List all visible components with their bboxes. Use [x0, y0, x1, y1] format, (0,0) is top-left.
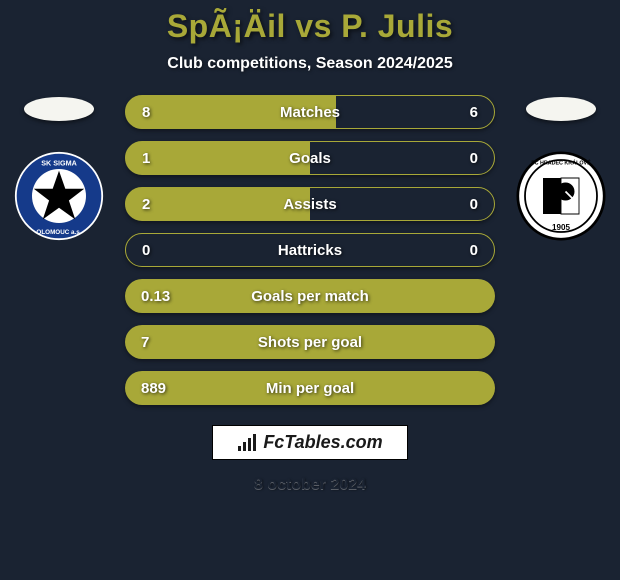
- stat-label: Shots per goal: [125, 334, 495, 351]
- stat-label: Assists: [126, 196, 494, 213]
- page-title: SpÃ¡Äil vs P. Julis: [167, 8, 453, 45]
- stat-row-hattricks: 0 Hattricks 0: [125, 233, 495, 267]
- svg-text:FC HRADEC KRÁLOVÉ: FC HRADEC KRÁLOVÉ: [531, 159, 591, 167]
- svg-text:SK SIGMA: SK SIGMA: [41, 158, 77, 167]
- infographic-root: SpÃ¡Äil vs P. Julis Club competitions, S…: [0, 0, 620, 580]
- right-side: 1905 FC HRADEC KRÁLOVÉ: [507, 95, 615, 241]
- stats-column: 8 Matches 6 1 Goals 0 2 Assists 0 0 Hatt…: [125, 95, 495, 405]
- stat-row-assists: 2 Assists 0: [125, 187, 495, 221]
- stat-right-value: 0: [470, 242, 478, 259]
- brand-text: FcTables.com: [263, 432, 382, 453]
- stat-left-value: 1: [142, 150, 150, 167]
- stat-right-value: 0: [470, 150, 478, 167]
- hradec-badge-icon: 1905 FC HRADEC KRÁLOVÉ: [516, 151, 606, 241]
- sigma-badge-icon: SK SIGMA OLOMOUC a.s.: [14, 151, 104, 241]
- stat-left-value: 0.13: [141, 288, 170, 305]
- stat-row-goals: 1 Goals 0: [125, 141, 495, 175]
- left-team-badge: SK SIGMA OLOMOUC a.s.: [14, 151, 104, 241]
- main-row: SK SIGMA OLOMOUC a.s. 8 Matches 6 1 Goal…: [0, 95, 620, 405]
- stat-label: Min per goal: [125, 380, 495, 397]
- svg-text:1905: 1905: [552, 223, 570, 232]
- stat-row-mpg: 889 Min per goal: [125, 371, 495, 405]
- stat-row-gpm: 0.13 Goals per match: [125, 279, 495, 313]
- date-text: 8 october 2024: [254, 476, 366, 494]
- stat-left-value: 8: [142, 104, 150, 121]
- stat-left-value: 889: [141, 380, 166, 397]
- brand-box: FcTables.com: [212, 425, 407, 460]
- stat-label: Matches: [126, 104, 494, 121]
- page-subtitle: Club competitions, Season 2024/2025: [167, 55, 452, 73]
- stat-left-value: 2: [142, 196, 150, 213]
- stat-right-value: 6: [470, 104, 478, 121]
- stat-label: Hattricks: [126, 242, 494, 259]
- chart-icon: [237, 434, 257, 452]
- stat-row-matches: 8 Matches 6: [125, 95, 495, 129]
- svg-text:OLOMOUC a.s.: OLOMOUC a.s.: [36, 229, 81, 236]
- left-flag-oval: [24, 97, 94, 121]
- right-flag-oval: [526, 97, 596, 121]
- stat-row-spg: 7 Shots per goal: [125, 325, 495, 359]
- left-side: SK SIGMA OLOMOUC a.s.: [5, 95, 113, 241]
- stat-left-value: 0: [142, 242, 150, 259]
- stat-left-value: 7: [141, 334, 149, 351]
- stat-label: Goals per match: [125, 288, 495, 305]
- stat-right-value: 0: [470, 196, 478, 213]
- stat-label: Goals: [126, 150, 494, 167]
- right-team-badge: 1905 FC HRADEC KRÁLOVÉ: [516, 151, 606, 241]
